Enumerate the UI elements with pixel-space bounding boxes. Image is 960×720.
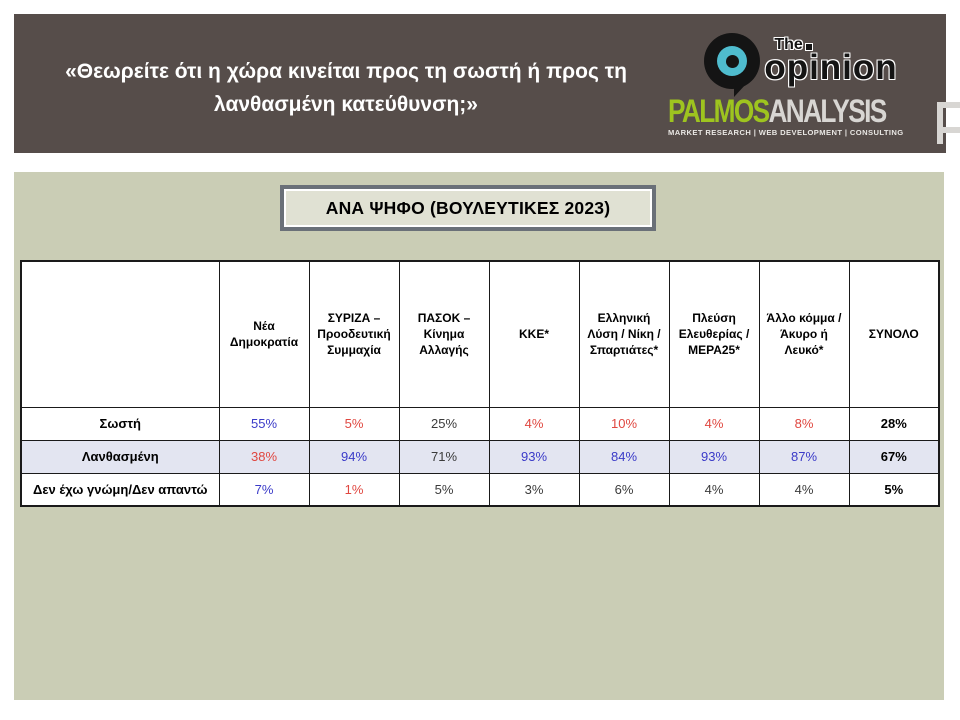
table-row-1: Λανθασμένη 38% 94% 71% 93% 84% 93% 87% 67% [20, 439, 940, 474]
palmos-wordmark: PALMOSANALYSIS MARKET RESEARCH | WEB DEV… [668, 93, 933, 138]
column-header-2: ΠΑΣΟΚ – Κίνημα Αλλαγής [398, 260, 490, 408]
content-panel: ΑΝΑ ΨΗΦΟ (ΒΟΥΛΕΥΤΙΚΕΣ 2023) Νέα Δημοκρατ… [14, 172, 944, 700]
speech-bubble-icon [704, 33, 761, 97]
value-cell-2-2: 5% [398, 472, 490, 507]
table-body: Σωστή 55% 5% 25% 4% 10% 4% 8% 28% Λανθασμένη 38% 94… [20, 406, 940, 507]
value-cell-1-3: 93% [488, 439, 580, 474]
value-cell-2-7: 5% [848, 472, 940, 507]
palmos-square-icon [937, 102, 960, 144]
column-header-3: ΚΚΕ* [488, 260, 580, 408]
value-cell-0-0: 55% [218, 406, 310, 441]
the-label: The [774, 36, 803, 54]
logo-block: The opinion PALMOSANALYSIS MARKET RESEAR… [654, 24, 960, 146]
palmos-analysis-logo: PALMOSANALYSIS MARKET RESEARCH | WEB DEV… [654, 93, 960, 144]
value-cell-0-1: 5% [308, 406, 400, 441]
value-cell-1-2: 71% [398, 439, 490, 474]
value-cell-0-2: 25% [398, 406, 490, 441]
value-cell-0-5: 4% [668, 406, 760, 441]
section-badge-label: ΑΝΑ ΨΗΦΟ (ΒΟΥΛΕΥΤΙΚΕΣ 2023) [325, 197, 611, 218]
header-row: Νέα Δημοκρατία ΣΥΡΙΖΑ – Προοδευτική Συμμα… [20, 260, 940, 408]
opinion-label: opinion [764, 48, 898, 88]
row-label-1: Λανθασμένη [20, 439, 220, 474]
column-header-4: Ελληνική Λύση / Νίκη / Σπαρτιάτες* [578, 260, 670, 408]
column-header-6: Άλλο κόμμα / Άκυρο ή Λευκό* [758, 260, 850, 408]
column-header-0: Νέα Δημοκρατία [218, 260, 310, 408]
value-cell-2-4: 6% [578, 472, 670, 507]
value-cell-1-0: 38% [218, 439, 310, 474]
value-cell-2-0: 7% [218, 472, 310, 507]
value-cell-2-3: 3% [488, 472, 580, 507]
value-cell-1-4: 84% [578, 439, 670, 474]
letter-o-core [725, 54, 739, 68]
bubble-tail [734, 84, 747, 97]
bubble-circle [704, 33, 761, 89]
value-cell-1-7: 67% [848, 439, 940, 474]
palmos-label: PALMOS [668, 93, 770, 129]
value-cell-0-3: 4% [488, 406, 580, 441]
value-cell-1-1: 94% [308, 439, 400, 474]
the-line: The [774, 36, 897, 54]
value-cell-0-6: 8% [758, 406, 850, 441]
table-row-0: Σωστή 55% 5% 25% 4% 10% 4% 8% 28% [20, 406, 940, 441]
value-cell-0-4: 10% [578, 406, 670, 441]
section-badge: ΑΝΑ ΨΗΦΟ (ΒΟΥΛΕΥΤΙΚΕΣ 2023) [280, 185, 656, 231]
corner-cell [20, 260, 220, 408]
results-table: Νέα Δημοκρατία ΣΥΡΙΖΑ – Προοδευτική Συμμα… [20, 260, 940, 507]
table-row-2: Δεν έχω γνώμη/Δεν απαντώ 7% 1% 5% 3% 6% 4% 4% 5% [20, 472, 940, 507]
value-cell-2-5: 4% [668, 472, 760, 507]
value-cell-2-6: 4% [758, 472, 850, 507]
header-band: «Θεωρείτε ότι η χώρα κινείται προς τη σω… [14, 14, 960, 153]
analysis-label: ANALYSIS [768, 93, 887, 129]
palmos-analysis-word: PALMOSANALYSIS [668, 93, 887, 129]
row-label-0: Σωστή [20, 406, 220, 441]
column-header-1: ΣΥΡΙΖΑ – Προοδευτική Συμμαχία [308, 260, 400, 408]
value-cell-1-5: 93% [668, 439, 760, 474]
row-label-2: Δεν έχω γνώμη/Δεν απαντώ [20, 472, 220, 507]
the-opinion-logo: The opinion [654, 28, 948, 97]
value-cell-1-6: 87% [758, 439, 850, 474]
value-cell-0-7: 28% [848, 406, 940, 441]
letter-o-ring [717, 46, 748, 76]
dot-icon [805, 44, 812, 51]
question-title: «Θεωρείτε ότι η χώρα κινείται προς τη σω… [65, 60, 627, 116]
value-cell-2-1: 1% [308, 472, 400, 507]
column-header-7: ΣΥΝΟΛΟ [848, 260, 940, 408]
column-header-5: Πλεύση Ελευθερίας / ΜΕΡΑ25* [668, 260, 760, 408]
table-head: Νέα Δημοκρατία ΣΥΡΙΖΑ – Προοδευτική Συμμα… [20, 260, 940, 408]
palmos-tagline: MARKET RESEARCH | WEB DEVELOPMENT | CONS… [668, 128, 904, 138]
opinion-wordmark: The opinion [764, 36, 898, 88]
